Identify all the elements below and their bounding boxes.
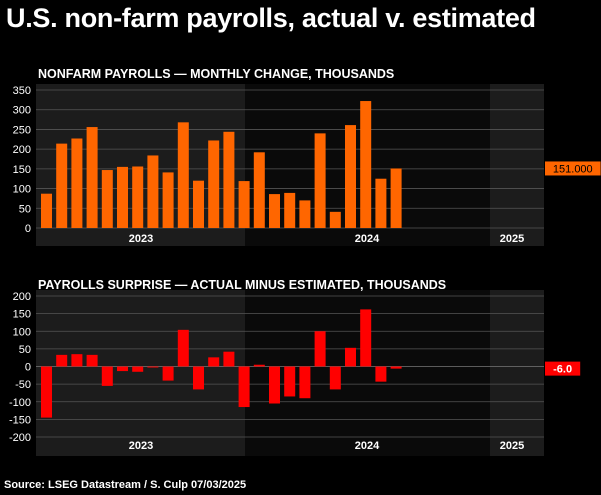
payrolls-y-tick-label: 200 <box>13 144 31 156</box>
surprise-y-tick-label: -100 <box>9 397 31 409</box>
payrolls-bar <box>345 125 356 228</box>
surprise-bar <box>86 354 98 367</box>
payrolls-bar <box>299 200 311 228</box>
payrolls-y-tick-label: 0 <box>25 223 31 235</box>
surprise-bar <box>284 366 296 397</box>
surprise-year-band-2023 <box>36 290 245 456</box>
main-title: U.S. non-farm payrolls, actual v. estima… <box>6 3 536 33</box>
payrolls-last-value-box <box>545 161 601 176</box>
payrolls-bar <box>147 155 159 228</box>
surprise-bar <box>299 366 311 399</box>
payrolls-bar <box>238 181 250 228</box>
surprise-chart-title: PAYROLLS SURPRISE — ACTUAL MINUS ESTIMAT… <box>38 278 446 292</box>
payrolls-y-tick-label: 300 <box>13 105 31 117</box>
surprise-bar <box>314 331 326 367</box>
payrolls-bar <box>41 193 52 228</box>
surprise-bar <box>360 309 372 367</box>
surprise-year-band-2025 <box>490 290 544 456</box>
surprise-year-label: 2024 <box>355 440 380 452</box>
payrolls-chart-title: NONFARM PAYROLLS — MONTHLY CHANGE, THOUS… <box>38 67 394 81</box>
surprise-bar <box>223 351 235 367</box>
payrolls-bar <box>314 133 326 228</box>
payrolls-bar <box>329 211 341 228</box>
surprise-bar <box>117 366 128 372</box>
surprise-bar <box>101 366 113 386</box>
surprise-bar <box>147 366 159 368</box>
payrolls-year-label: 2025 <box>500 233 524 245</box>
surprise-bar <box>208 357 220 367</box>
surprise-year-label: 2025 <box>500 440 524 452</box>
surprise-bar <box>329 366 341 390</box>
surprise-y-tick-label: 50 <box>19 344 31 356</box>
payrolls-y-tick-label: 100 <box>13 184 31 196</box>
payrolls-year-band-2025 <box>490 84 544 246</box>
surprise-y-tick-label: 150 <box>13 309 31 321</box>
payrolls-bar <box>269 194 280 228</box>
payrolls-bar <box>284 192 296 228</box>
surprise-last-value-label: -6.0 <box>553 364 572 376</box>
payrolls-bar <box>56 143 68 228</box>
payrolls-bar <box>360 101 372 228</box>
payrolls-y-tick-label: 350 <box>13 85 31 97</box>
payrolls-bar <box>177 122 189 228</box>
surprise-y-tick-label: 200 <box>13 291 31 303</box>
surprise-bar <box>375 366 387 382</box>
payrolls-y-tick-label: 50 <box>19 203 31 215</box>
surprise-bar <box>177 329 189 367</box>
surprise-bar <box>132 366 144 372</box>
payrolls-bar <box>132 166 144 228</box>
payrolls-bar <box>208 140 220 228</box>
payrolls-y-tick-label: 150 <box>13 164 31 176</box>
surprise-y-tick-label: -150 <box>9 414 31 426</box>
surprise-bar <box>193 366 204 390</box>
payrolls-year-label: 2023 <box>129 233 153 245</box>
surprise-bar <box>162 366 174 381</box>
payrolls-bar <box>101 170 113 228</box>
payrolls-bar <box>375 178 387 228</box>
payrolls-y-tick-label: 250 <box>13 124 31 136</box>
surprise-bar <box>41 366 52 418</box>
surprise-bar <box>56 354 68 367</box>
payrolls-last-value-label: 151.000 <box>553 163 593 175</box>
payrolls-bar <box>117 166 128 228</box>
surprise-bar <box>71 354 83 367</box>
payrolls-year-label: 2024 <box>355 233 380 245</box>
surprise-bar <box>345 347 356 367</box>
surprise-y-tick-label: -200 <box>9 432 31 444</box>
surprise-y-tick-label: 0 <box>25 362 31 374</box>
surprise-bar <box>253 364 265 367</box>
payrolls-bar <box>253 152 265 228</box>
surprise-y-tick-label: -50 <box>15 379 31 391</box>
payrolls-bar <box>162 172 174 228</box>
surprise-y-tick-label: 100 <box>13 326 31 338</box>
surprise-last-value-box <box>545 361 581 376</box>
payrolls-bar <box>193 180 204 228</box>
payrolls-bar <box>71 138 83 228</box>
payrolls-bar <box>390 168 402 228</box>
surprise-bar <box>238 366 250 408</box>
surprise-year-label: 2023 <box>129 440 153 452</box>
surprise-bar <box>390 366 402 369</box>
surprise-bar <box>269 366 280 404</box>
payrolls-bar <box>223 131 235 228</box>
source-footer: Source: LSEG Datastream / S. Culp 07/03/… <box>4 479 247 491</box>
payrolls-bar <box>86 127 98 228</box>
